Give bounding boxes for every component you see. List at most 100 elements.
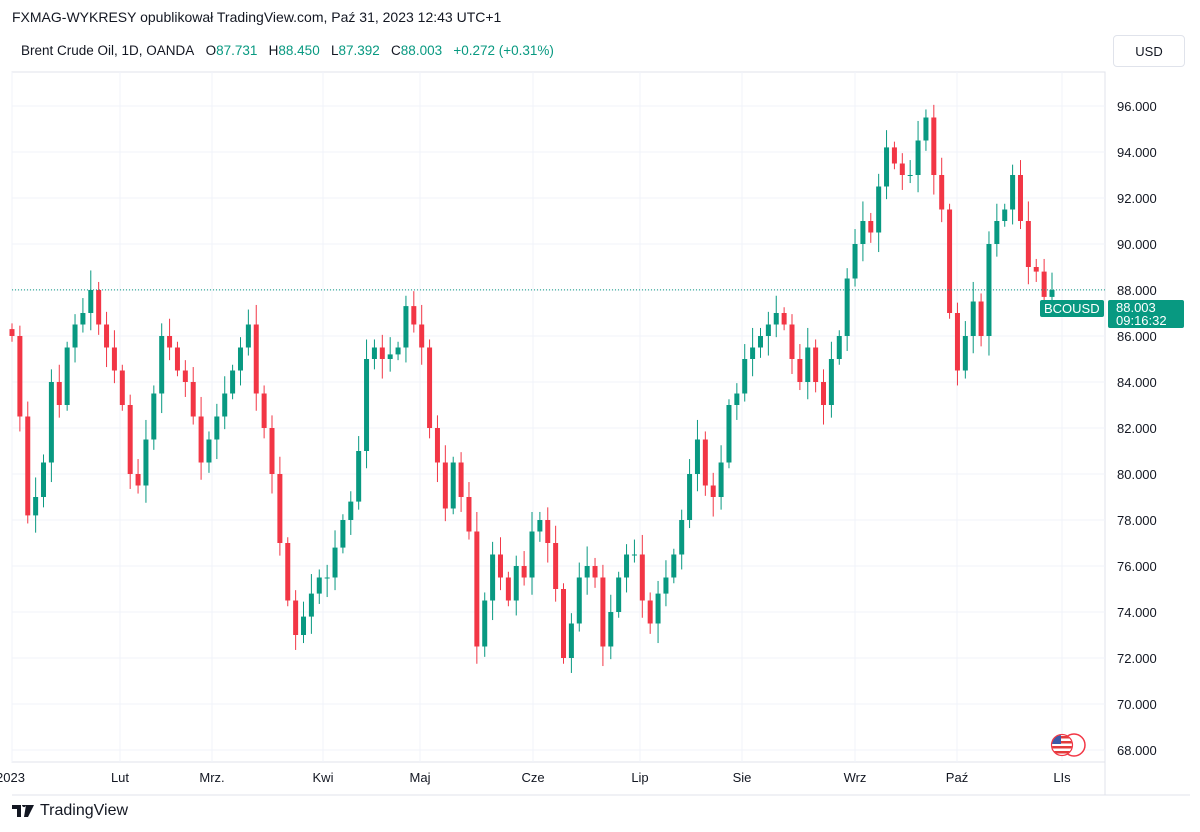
candle <box>127 394 133 489</box>
candle <box>545 507 551 563</box>
candle-body <box>679 520 685 555</box>
candle-body <box>1002 209 1008 221</box>
candle-body <box>663 577 669 594</box>
candle-body <box>884 147 890 187</box>
candle-body <box>308 593 314 617</box>
candle-body <box>174 347 180 371</box>
high-value: 88.450 <box>278 43 320 58</box>
candle-body <box>33 497 39 516</box>
candle-body <box>513 566 519 601</box>
x-tick-label: Wrz <box>844 770 867 785</box>
candle-body <box>64 347 70 405</box>
candle-body <box>639 554 645 601</box>
x-tick-label: Cze <box>521 770 544 785</box>
candle <box>899 153 905 190</box>
change-value: +0.272 (+0.31%) <box>453 43 554 58</box>
candle <box>17 325 23 432</box>
candle-body <box>947 209 953 313</box>
candle <box>529 511 535 595</box>
candle-body <box>694 439 700 474</box>
candle <box>356 436 362 510</box>
low-label: L <box>330 43 339 58</box>
candle <box>907 160 913 184</box>
candle <box>1017 160 1023 230</box>
candle-body <box>9 329 15 336</box>
candle <box>442 445 448 522</box>
candle-body <box>624 554 630 578</box>
candle <box>419 304 425 365</box>
candle-body <box>915 140 921 175</box>
candle <box>277 456 283 556</box>
candle-body <box>671 554 677 578</box>
candle-body <box>734 393 740 405</box>
candle-body <box>222 393 228 417</box>
candle-body <box>584 566 590 578</box>
candle <box>505 571 511 607</box>
x-tick-label: Lip <box>631 770 648 785</box>
candle-body <box>687 474 693 520</box>
candle-body <box>237 347 243 371</box>
candle <box>324 564 330 598</box>
candle-body <box>277 474 283 543</box>
candle-body <box>907 175 913 176</box>
candle-body <box>1041 271 1047 297</box>
candle-body <box>1033 267 1039 272</box>
candle <box>891 141 897 170</box>
candle-body <box>490 554 496 601</box>
x-tick-label: Kwi <box>313 770 334 785</box>
us-flag-event-icon[interactable] <box>1050 733 1086 757</box>
candle-body <box>994 221 1000 244</box>
bar-countdown: 09:16:32 <box>1116 313 1167 328</box>
y-tick-label: 88.000 <box>1117 283 1157 298</box>
candle-body <box>718 462 724 497</box>
candle-body <box>608 612 614 647</box>
candle <box>600 564 606 667</box>
candle-body <box>379 347 385 359</box>
candle-body <box>127 405 133 474</box>
candle-body <box>285 543 291 601</box>
candle-body <box>48 382 54 463</box>
low-value: 87.392 <box>338 43 380 58</box>
y-tick-label: 80.000 <box>1117 467 1157 482</box>
candle-body <box>214 416 220 440</box>
candle <box>167 318 173 361</box>
last-price-badge: 88.003 09:16:32 <box>1108 300 1184 328</box>
candle-body <box>1049 289 1055 297</box>
candle <box>537 511 543 542</box>
candle-body <box>25 416 31 516</box>
candle-body <box>521 566 527 578</box>
candle <box>261 385 267 439</box>
candle <box>214 403 220 460</box>
candle <box>789 314 795 374</box>
candle <box>836 330 842 365</box>
candle-body <box>561 589 567 658</box>
candle <box>561 583 567 664</box>
candle <box>750 327 756 377</box>
currency-button[interactable]: USD <box>1113 35 1185 67</box>
candle <box>671 548 677 584</box>
candle-body <box>387 354 393 359</box>
candle <box>64 341 70 411</box>
candle-body <box>655 593 661 624</box>
candle-body <box>72 324 78 348</box>
candle-body <box>868 221 874 233</box>
candle-body <box>253 324 259 394</box>
candle <box>1010 164 1016 225</box>
candle-body <box>111 347 117 371</box>
candle-body <box>891 147 897 164</box>
candle <box>1002 203 1008 227</box>
high-label: H <box>268 43 279 58</box>
y-tick-label: 92.000 <box>1117 191 1157 206</box>
candle-body <box>931 117 937 175</box>
candle-body <box>836 336 842 359</box>
tradingview-logo[interactable]: TradingView <box>12 802 128 820</box>
symbol-name: Brent Crude Oil, 1D, OANDA <box>21 43 195 58</box>
candle <box>844 268 850 351</box>
candle <box>41 454 47 508</box>
candle-body <box>899 163 905 175</box>
candle <box>371 339 377 370</box>
candle-body <box>600 577 606 647</box>
candle <box>111 330 117 384</box>
candle-body <box>742 359 748 394</box>
